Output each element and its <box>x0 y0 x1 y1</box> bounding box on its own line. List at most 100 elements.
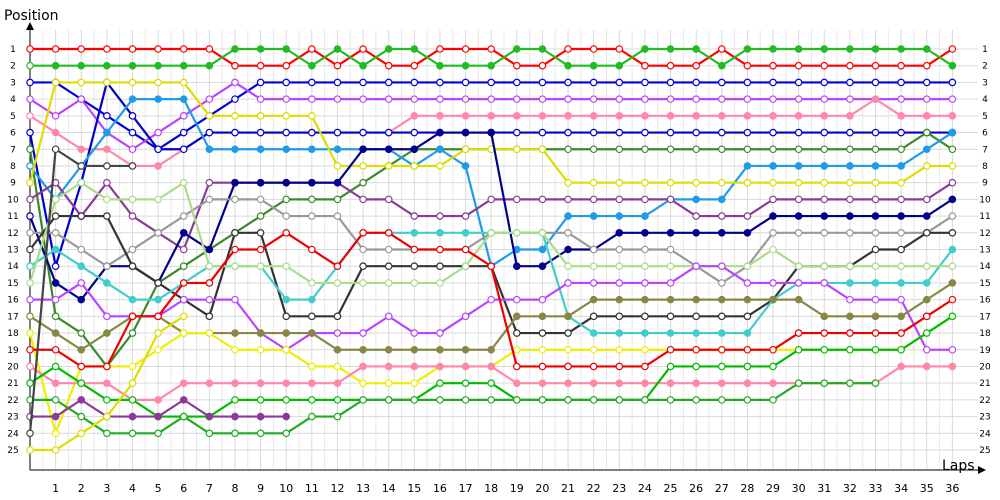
series-point <box>769 228 777 237</box>
series-point <box>26 295 34 304</box>
series-point <box>51 312 60 321</box>
series-point <box>922 112 931 120</box>
series-point <box>77 412 86 421</box>
series-point <box>487 228 495 237</box>
series-point <box>231 178 239 187</box>
series-point <box>717 112 726 120</box>
series-point <box>846 162 854 170</box>
series-point <box>615 295 624 304</box>
series-point <box>384 245 393 254</box>
series-point <box>846 379 854 387</box>
series-point <box>51 112 60 120</box>
y-tick-label: 8 <box>10 162 16 172</box>
series-point <box>256 262 265 271</box>
series-point <box>154 396 162 404</box>
series-point <box>922 362 931 371</box>
series-point <box>77 329 86 337</box>
y-tick-label: 17 <box>7 312 18 322</box>
series-point <box>692 212 700 220</box>
series-point <box>922 329 931 337</box>
series-point <box>717 178 726 187</box>
y-tick-label: 9 <box>982 179 988 189</box>
series-point <box>717 362 726 371</box>
series-group <box>26 228 957 371</box>
series-point <box>103 45 111 53</box>
series-point <box>128 245 137 254</box>
series-point <box>231 329 239 337</box>
series-point <box>641 112 649 120</box>
series-point <box>26 61 34 70</box>
series-point <box>641 228 649 237</box>
y-tick-label: 12 <box>979 229 990 239</box>
series-point <box>179 61 188 70</box>
series-point <box>26 362 34 371</box>
series-point <box>26 245 34 254</box>
series-point <box>410 245 419 254</box>
series-point <box>51 362 60 371</box>
series-point <box>897 128 905 137</box>
series-point <box>564 45 572 53</box>
series-point <box>179 245 188 254</box>
series-point <box>359 78 367 87</box>
series-point <box>51 345 60 354</box>
series-point <box>359 362 367 371</box>
series-point <box>666 379 675 387</box>
series-point <box>717 128 726 137</box>
series-point <box>282 195 291 204</box>
series-point <box>538 195 547 204</box>
series-point <box>589 362 598 371</box>
series-point <box>103 61 111 70</box>
y-tick-labels-right: 1234567891011121314151617181920212223242… <box>979 45 991 456</box>
series-point <box>948 78 957 87</box>
series-point <box>77 162 86 170</box>
series-point <box>564 61 572 70</box>
series-point <box>231 228 239 237</box>
series-point <box>179 145 188 154</box>
y-tick-label: 20 <box>979 362 991 372</box>
series-point <box>513 95 521 103</box>
series-point <box>205 145 214 154</box>
series-point <box>820 228 829 237</box>
series-point <box>333 162 342 170</box>
series-point <box>692 195 700 204</box>
series-point <box>538 95 547 103</box>
series-point <box>103 396 111 404</box>
y-tick-label: 5 <box>982 112 988 122</box>
series-point <box>538 295 547 304</box>
series-point <box>692 228 700 237</box>
series-point <box>410 112 419 120</box>
series-point <box>77 78 86 87</box>
series-point <box>461 345 470 354</box>
y-tick-label: 16 <box>7 296 19 306</box>
series-point <box>666 95 675 103</box>
series-point <box>461 112 470 120</box>
series-point <box>820 178 829 187</box>
y-tick-label: 7 <box>982 145 988 155</box>
series-point <box>820 162 829 170</box>
series-point <box>461 128 470 137</box>
series-point <box>666 61 675 70</box>
series-point <box>154 195 162 204</box>
x-tick-label: 12 <box>330 482 344 495</box>
series-group <box>26 78 957 154</box>
series-point <box>256 178 265 187</box>
series-point <box>743 396 752 404</box>
series-point <box>179 112 188 120</box>
series-point <box>666 295 675 304</box>
series-point <box>154 279 162 287</box>
series-point <box>948 195 957 204</box>
series-point <box>589 178 598 187</box>
series-point <box>51 228 60 237</box>
series-point <box>179 228 188 237</box>
series-point <box>333 262 342 271</box>
series-point <box>538 362 547 371</box>
series-point <box>641 45 649 53</box>
series-point <box>666 78 675 87</box>
series-point <box>897 95 905 103</box>
series-point <box>897 78 905 87</box>
series-point <box>897 345 905 354</box>
series-point <box>256 112 265 120</box>
series-point <box>410 262 419 271</box>
series-point <box>359 396 367 404</box>
series-point <box>333 61 342 70</box>
